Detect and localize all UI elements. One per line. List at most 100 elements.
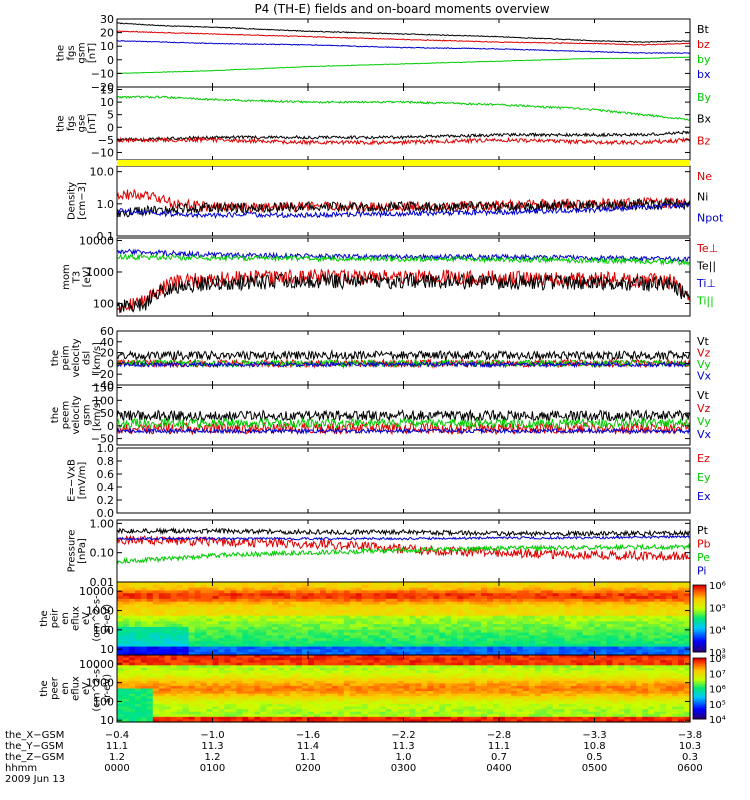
heatmap-cell bbox=[618, 626, 625, 631]
heatmap-cell bbox=[451, 673, 458, 677]
heatmap-cell bbox=[206, 607, 214, 611]
heatmap-cell bbox=[409, 719, 417, 723]
heatmap-cell bbox=[224, 701, 232, 705]
heatmap-cell bbox=[576, 703, 584, 708]
heatmap-cell bbox=[331, 660, 339, 664]
heatmap-cell bbox=[445, 719, 452, 723]
heatmap-cell bbox=[337, 673, 345, 677]
heatmap-cell bbox=[158, 675, 166, 679]
heatmap-cell bbox=[522, 640, 530, 645]
heatmap-cell bbox=[540, 604, 548, 608]
heatmap-cell bbox=[504, 635, 512, 639]
heatmap-cell bbox=[582, 618, 590, 622]
heatmap-cell bbox=[582, 714, 590, 718]
heatmap-cell bbox=[254, 691, 261, 695]
heatmap-cell bbox=[469, 703, 476, 708]
heatmap-cell bbox=[672, 582, 679, 586]
heatmap-cell bbox=[164, 693, 172, 697]
heatmap-cell bbox=[128, 685, 136, 690]
heatmap-cell bbox=[212, 667, 220, 672]
heatmap-cell bbox=[212, 683, 220, 687]
heatmap-cell bbox=[373, 604, 381, 608]
heatmap-cell bbox=[188, 696, 196, 700]
heatmap-cell bbox=[391, 693, 399, 697]
heatmap-cell bbox=[319, 667, 327, 672]
legend-label-by: by bbox=[697, 53, 711, 66]
heatmap-cell bbox=[188, 607, 196, 611]
heatmap-cell bbox=[134, 582, 142, 586]
heatmap-cell bbox=[224, 667, 232, 672]
heatmap-cell bbox=[427, 693, 434, 697]
y-tick-label: 40 bbox=[100, 336, 114, 349]
heatmap-cell bbox=[516, 598, 524, 603]
heatmap-cell bbox=[248, 621, 255, 625]
heatmap-cell bbox=[122, 673, 130, 677]
heatmap-cell bbox=[403, 662, 411, 666]
heatmap-cell bbox=[481, 598, 488, 603]
heatmap-cell bbox=[421, 670, 428, 674]
y-axis-label-line: the bbox=[56, 45, 67, 61]
heatmap-cell bbox=[278, 706, 285, 710]
heatmap-cell bbox=[331, 670, 339, 674]
heatmap-cell bbox=[397, 590, 405, 594]
heatmap-cell bbox=[200, 714, 208, 718]
heatmap-cell bbox=[122, 706, 130, 710]
heatmap-cell bbox=[558, 680, 566, 684]
heatmap-cell bbox=[146, 638, 154, 642]
heatmap-cell bbox=[439, 624, 446, 628]
heatmap-cell bbox=[128, 701, 136, 705]
heatmap-cell bbox=[373, 675, 381, 679]
heatmap-cell bbox=[284, 683, 291, 687]
heatmap-cell bbox=[588, 615, 596, 620]
heatmap-cell bbox=[290, 607, 297, 611]
heatmap-cell bbox=[158, 706, 166, 710]
heatmap-cell bbox=[272, 711, 279, 715]
heatmap-cell bbox=[236, 587, 243, 592]
heatmap-cell bbox=[242, 638, 249, 642]
heatmap-cell bbox=[206, 612, 214, 617]
heatmap-cell bbox=[510, 657, 518, 661]
heatmap-cell bbox=[182, 667, 190, 672]
heatmap-cell bbox=[236, 626, 243, 631]
heatmap-cell bbox=[313, 638, 321, 642]
heatmap-cell bbox=[176, 691, 184, 695]
heatmap-cell bbox=[308, 716, 315, 721]
heatmap-cell bbox=[200, 632, 208, 636]
heatmap-cell bbox=[128, 584, 136, 589]
heatmap-cell bbox=[552, 696, 560, 700]
heatmap-cell bbox=[504, 655, 512, 659]
heatmap-cell bbox=[606, 604, 614, 608]
heatmap-cell bbox=[403, 626, 411, 631]
heatmap-cell bbox=[457, 688, 464, 692]
heatmap-cell bbox=[230, 632, 237, 636]
heatmap-cell bbox=[248, 618, 255, 622]
heatmap-cell bbox=[302, 632, 309, 636]
heatmap-cell bbox=[331, 706, 339, 710]
heatmap-cell bbox=[158, 662, 166, 666]
heatmap-cell bbox=[152, 646, 160, 650]
heatmap-cell bbox=[313, 714, 321, 718]
heatmap-cell bbox=[630, 612, 637, 617]
heatmap-cell bbox=[361, 646, 369, 650]
heatmap-cell bbox=[439, 680, 446, 684]
heatmap-cell bbox=[284, 601, 291, 606]
heatmap-cell bbox=[146, 688, 154, 692]
heatmap-cell bbox=[660, 590, 667, 594]
heatmap-cell bbox=[170, 607, 178, 611]
heatmap-cell bbox=[218, 688, 226, 692]
series-line-Te|| bbox=[116, 272, 691, 314]
colorbar-cell bbox=[693, 633, 706, 636]
heatmap-cell bbox=[134, 693, 142, 697]
heatmap-cell bbox=[218, 621, 226, 625]
heatmap-cell bbox=[594, 624, 602, 628]
heatmap-cell bbox=[266, 714, 273, 718]
heatmap-cell bbox=[427, 714, 434, 718]
heatmap-cell bbox=[564, 629, 572, 634]
heatmap-cell bbox=[570, 660, 578, 664]
heatmap-cell bbox=[504, 688, 512, 692]
heatmap-cell bbox=[481, 667, 488, 672]
heatmap-cell bbox=[349, 706, 357, 710]
heatmap-cell bbox=[170, 670, 178, 674]
heatmap-cell bbox=[254, 688, 261, 692]
heatmap-cell bbox=[158, 688, 166, 692]
